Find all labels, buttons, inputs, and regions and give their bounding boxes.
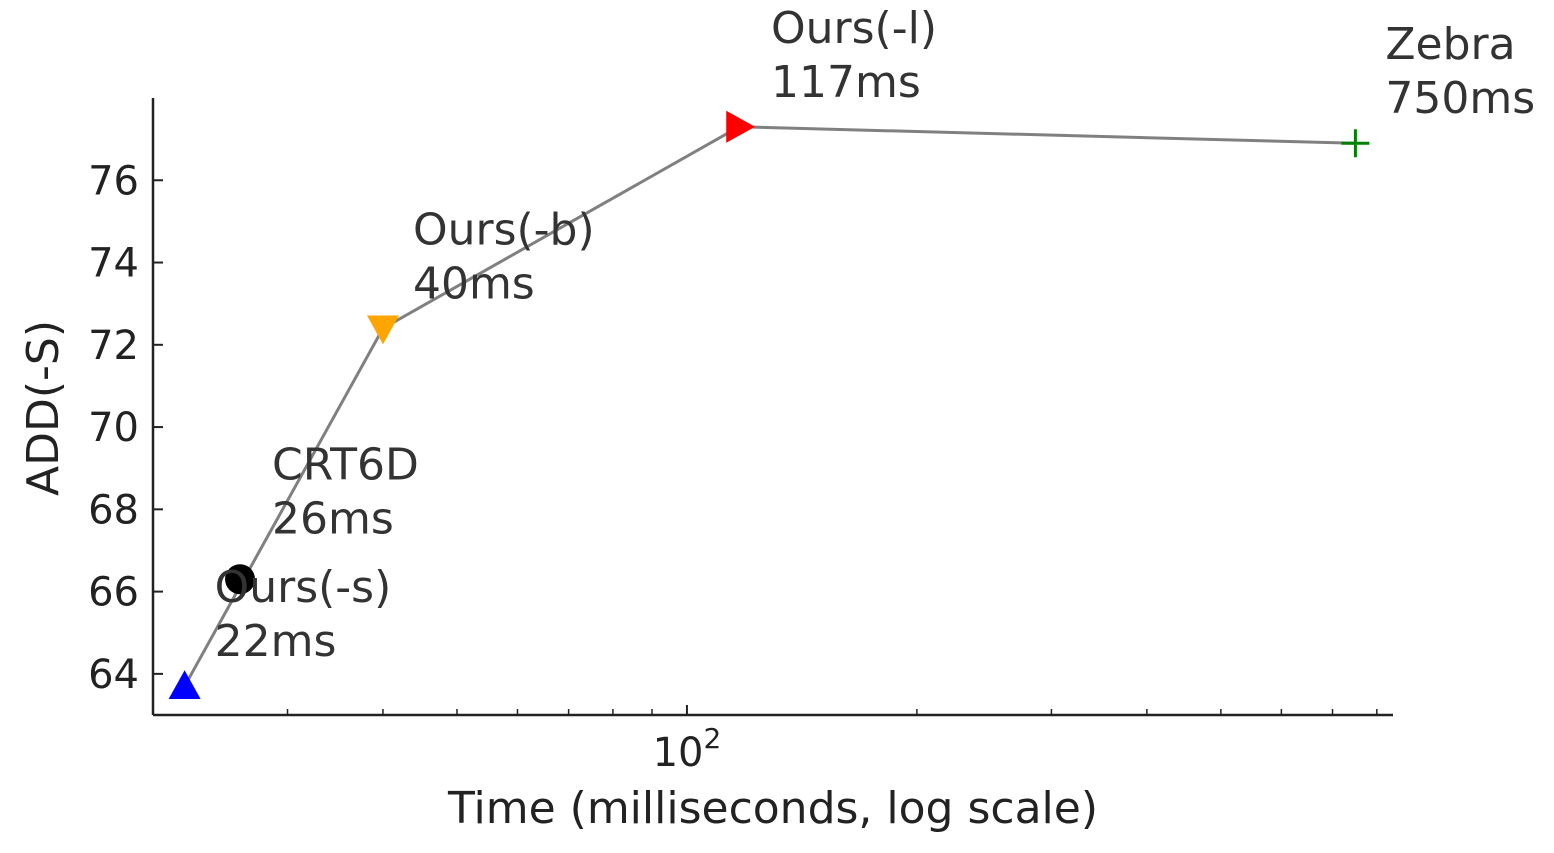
ticks: 64 66 68 70 72 74 76 102 <box>88 158 1378 776</box>
y-axis-label: ADD(-S) <box>18 320 69 496</box>
y-tick-label: 68 <box>88 487 139 533</box>
annotation-zebra: Zebra 750ms <box>1385 19 1535 124</box>
y-tick-label: 74 <box>88 241 139 287</box>
point-ours-b-marker <box>366 315 399 345</box>
annotation-crt6d: CRT6D 26ms <box>272 439 419 544</box>
y-tick-label: 64 <box>88 652 139 698</box>
axes <box>151 98 1393 717</box>
annotation-ours-l: Ours(-l) 117ms <box>771 3 937 108</box>
y-tick-label: 66 <box>88 570 139 616</box>
y-tick-label: 70 <box>88 405 139 451</box>
point-ours-l-marker <box>726 110 756 143</box>
x-axis-label: Time (milliseconds, log scale) <box>447 783 1098 834</box>
x-tick-label: 102 <box>653 722 722 776</box>
annotation-ours-b: Ours(-b) 40ms <box>413 204 595 309</box>
connecting-line <box>183 125 1356 687</box>
annotation-ours-s: Ours(-s) 22ms <box>215 562 392 667</box>
annotations: Ours(-s) 22ms CRT6D 26ms Ours(-b) 40ms Ours(-l… <box>215 3 1536 667</box>
series <box>168 110 1370 700</box>
y-tick-label: 76 <box>88 158 139 204</box>
y-tick-label: 72 <box>88 323 139 369</box>
point-zebra-marker <box>1341 129 1370 158</box>
point-ours-s-marker <box>168 670 201 700</box>
point-crt6d-marker <box>225 564 256 595</box>
